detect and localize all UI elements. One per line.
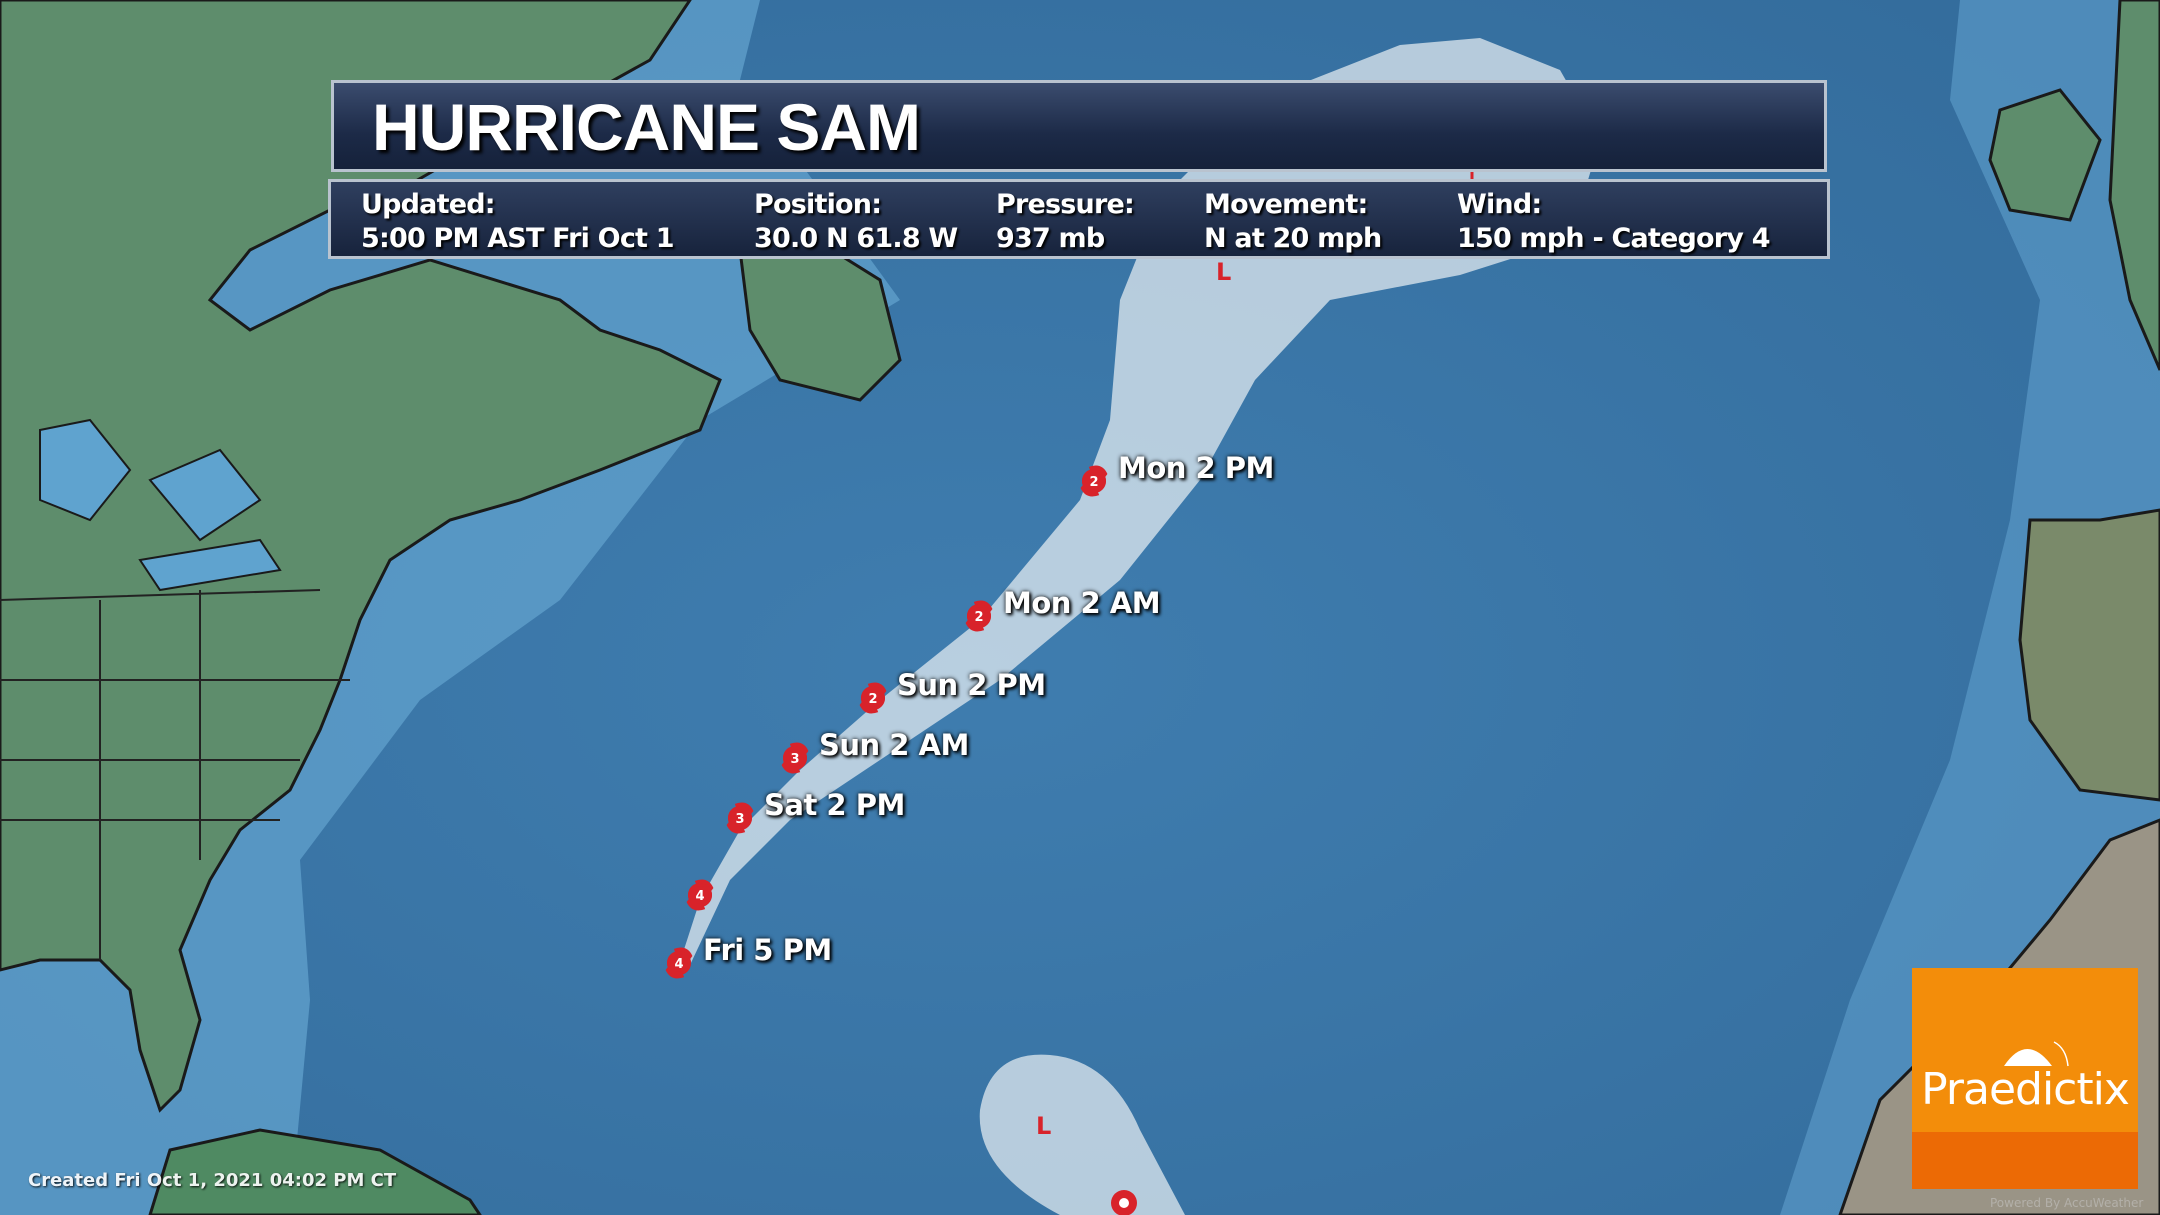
track-point-label: Mon 2 AM (1003, 586, 1161, 620)
storm-category: 3 (735, 812, 744, 827)
title-banner: HURRICANE SAM (331, 80, 1827, 172)
storm-category: 4 (674, 957, 683, 972)
storm-category: 3 (790, 752, 799, 767)
powered-by: Powered By AccuWeather (1990, 1196, 2144, 1210)
track-point-label: Sat 2 PM (764, 788, 905, 822)
ireland-land (1988, 88, 2102, 222)
storm-category: 2 (974, 610, 983, 625)
storm-icon: 2 (1080, 465, 1108, 497)
info-pressure: Pressure: 937 mb (996, 189, 1135, 254)
track-point-label: Sun 2 AM (819, 728, 969, 762)
praedictix-logo: Praedictix (1912, 968, 2138, 1189)
track-point-label: Sun 2 PM (897, 668, 1046, 702)
storm-category: 2 (1089, 475, 1098, 490)
storm-icon (1111, 1190, 1137, 1215)
umbrella-icon (2004, 1041, 2069, 1067)
storm-icon: 2 (965, 600, 993, 632)
europe-land (2018, 508, 2160, 802)
storm-info-bar: Updated: 5:00 PM AST Fri Oct 1 Position: 3… (328, 179, 1830, 259)
info-movement: Movement: N at 20 mph (1204, 189, 1382, 254)
page-title: HURRICANE SAM (372, 90, 921, 164)
storm-category: 4 (695, 889, 704, 904)
storm-icon: 2 (859, 682, 887, 714)
track-point-label: Mon 2 PM (1118, 451, 1274, 485)
track-point-label: Fri 5 PM (703, 933, 832, 967)
forecast-cone (679, 38, 1600, 965)
low-pressure-marker: L (1036, 1112, 1051, 1140)
info-wind: Wind: 150 mph - Category 4 (1457, 189, 1770, 254)
low-pressure-marker: L (1216, 258, 1231, 286)
created-timestamp: Created Fri Oct 1, 2021 04:02 PM CT (28, 1170, 397, 1191)
info-position: Position: 30.0 N 61.8 W (754, 189, 958, 254)
storm-icon: 3 (781, 742, 809, 774)
forecast-cone-secondary (979, 1054, 1185, 1215)
storm-category: 2 (868, 692, 877, 707)
storm-icon: 4 (665, 947, 693, 979)
storm-icon: 4 (686, 879, 714, 911)
info-updated: Updated: 5:00 PM AST Fri Oct 1 (361, 189, 675, 254)
storm-icon: 3 (726, 802, 754, 834)
